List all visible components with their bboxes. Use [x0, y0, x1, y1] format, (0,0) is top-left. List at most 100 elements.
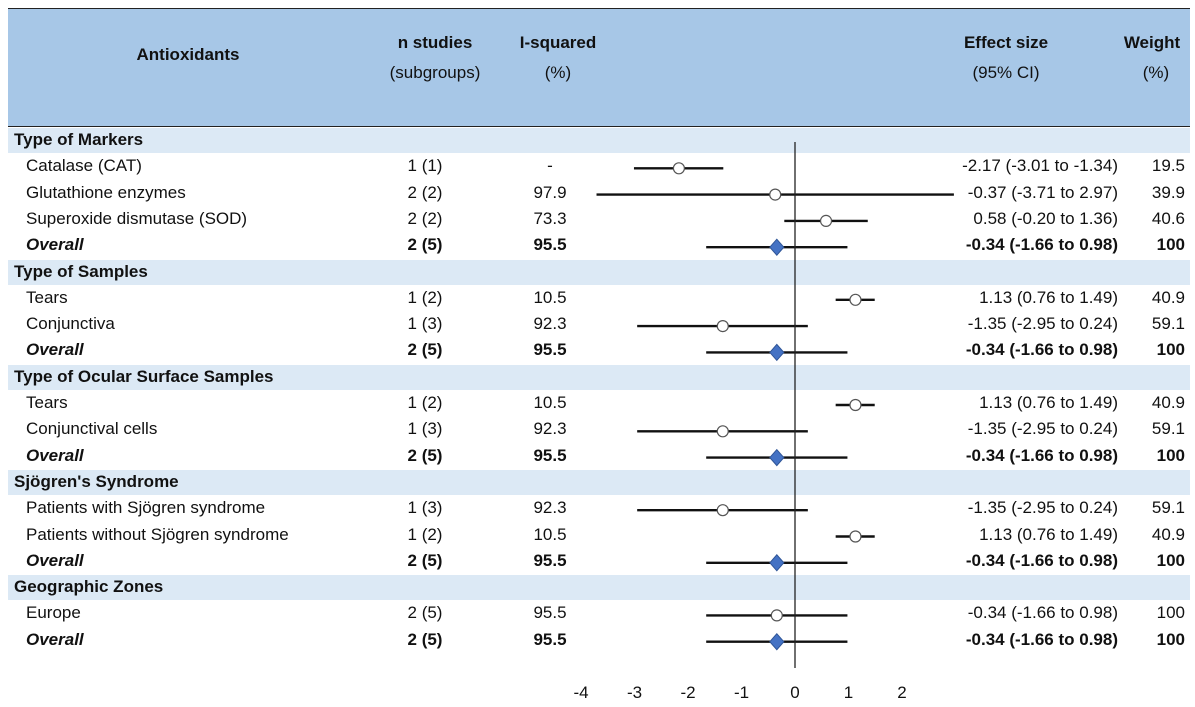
header-subgroups: (subgroups) — [389, 63, 481, 82]
x-tick-label: 1 — [843, 683, 854, 702]
effect-size-value: 1.13 (0.76 to 1.49) — [979, 524, 1118, 544]
n-studies-value: 2 (2) — [407, 182, 443, 202]
n-studies-value: 1 (1) — [407, 156, 443, 176]
effect-size-value: -2.17 (-3.01 to -1.34) — [962, 156, 1118, 176]
point-estimate — [716, 320, 729, 333]
i-squared-value: 10.5 — [533, 287, 567, 307]
header-weight-unit: (%) — [1142, 63, 1170, 82]
effect-size-value: -0.34 (-1.66 to 0.98) — [965, 629, 1118, 649]
row-label: Patients without Sjögren syndrome — [26, 524, 289, 544]
weight-value: 19.5 — [1151, 156, 1185, 176]
row-label: Conjunctiva — [26, 314, 115, 334]
i-squared-value: 73.3 — [533, 208, 567, 228]
i-squared-value: 95.5 — [533, 550, 567, 570]
i-squared-value: 95.5 — [533, 629, 567, 649]
weight-value: 100 — [1156, 550, 1185, 570]
header-n-studies: n studies — [397, 33, 473, 52]
i-squared-value: 92.3 — [533, 314, 567, 334]
point-estimate — [716, 425, 729, 438]
weight-value: 40.6 — [1151, 208, 1185, 228]
weight-value: 40.9 — [1151, 287, 1185, 307]
weight-value: 39.9 — [1151, 182, 1185, 202]
n-studies-value: 2 (5) — [407, 603, 443, 623]
weight-value: 40.9 — [1151, 524, 1185, 544]
effect-size-value: 1.13 (0.76 to 1.49) — [979, 287, 1118, 307]
overall-diamond — [769, 343, 785, 362]
row-label: Catalase (CAT) — [26, 156, 142, 176]
weight-value: 59.1 — [1151, 419, 1185, 439]
x-tick-label: -1 — [733, 683, 750, 702]
section-header-bg — [8, 259, 1190, 285]
x-tick-label: -3 — [626, 683, 643, 702]
row-label: Tears — [26, 393, 68, 412]
n-studies-value: 2 (5) — [407, 445, 443, 465]
row-label: Patients with Sjögren syndrome — [26, 498, 266, 518]
overall-label: Overall — [26, 340, 84, 360]
section-header-bg — [8, 364, 1190, 390]
effect-size-value: 0.58 (-0.20 to 1.36) — [973, 208, 1118, 228]
header-effect-size: Effect size — [963, 33, 1049, 52]
x-tick-label: -4 — [573, 683, 589, 702]
table-header: Antioxidants n studies (subgroups) I-squ… — [8, 8, 1190, 127]
section-header-bg — [8, 469, 1190, 495]
point-estimate — [849, 530, 862, 543]
weight-value: 59.1 — [1151, 498, 1185, 518]
x-tick-label: 2 — [897, 683, 907, 702]
point-estimate — [849, 293, 862, 306]
i-squared-value: 10.5 — [533, 393, 567, 412]
n-studies-value: 2 (5) — [407, 629, 443, 649]
point-estimate — [849, 398, 862, 412]
n-studies-value: 1 (2) — [407, 287, 443, 307]
header-i-squared: I-squared — [519, 33, 597, 52]
effect-size-value: -0.34 (-1.66 to 0.98) — [965, 340, 1118, 360]
effect-size-value: -1.35 (-2.95 to 0.24) — [967, 314, 1118, 334]
effect-size-value: -0.34 (-1.66 to 0.98) — [967, 603, 1118, 623]
n-studies-value: 2 (2) — [407, 208, 443, 228]
n-studies-value: 1 (2) — [407, 524, 443, 544]
section-title: Type of Samples — [14, 261, 148, 281]
weight-value: 40.9 — [1151, 393, 1185, 412]
n-studies-value: 2 (5) — [407, 235, 443, 255]
point-estimate — [770, 609, 783, 622]
effect-size-value: -0.34 (-1.66 to 0.98) — [965, 445, 1118, 465]
point-estimate — [716, 504, 729, 517]
effect-size-value: -0.34 (-1.66 to 0.98) — [965, 235, 1118, 255]
row-label: Glutathione enzymes — [26, 182, 186, 202]
row-label: Europe — [26, 603, 81, 623]
overall-label: Overall — [26, 445, 84, 465]
overall-label: Overall — [26, 550, 84, 570]
point-estimate — [819, 214, 833, 227]
header-i-squared-unit: (%) — [544, 63, 572, 82]
section-header-bg — [8, 575, 1190, 601]
effect-size-value: -0.34 (-1.66 to 0.98) — [965, 550, 1118, 570]
overall-diamond — [769, 554, 785, 572]
section-title: Type of Ocular Surface Samples — [14, 366, 274, 386]
effect-size-value: -1.35 (-2.95 to 0.24) — [967, 498, 1118, 518]
weight-value: 100 — [1156, 235, 1185, 255]
effect-size-value: -0.37 (-3.71 to 2.97) — [967, 182, 1118, 202]
n-studies-value: 2 (5) — [407, 550, 443, 570]
effect-size-value: 1.13 (0.76 to 1.49) — [979, 393, 1118, 412]
i-squared-value: 97.9 — [533, 182, 567, 202]
weight-value: 100 — [1156, 445, 1185, 465]
i-squared-value: 95.5 — [533, 235, 567, 255]
section-title: Type of Markers — [14, 130, 144, 149]
header-antioxidants: Antioxidants — [136, 45, 240, 64]
i-squared-value: 10.5 — [533, 524, 567, 544]
overall-diamond — [769, 632, 785, 651]
i-squared-value: 95.5 — [533, 340, 567, 360]
x-tick-label: 0 — [790, 683, 800, 702]
point-estimate — [672, 162, 686, 175]
row-label: Superoxide dismutase (SOD) — [26, 208, 248, 228]
overall-label: Overall — [26, 235, 84, 255]
header-weight: Weight — [1123, 33, 1181, 52]
x-tick-label: -2 — [680, 683, 696, 702]
i-squared-value: 92.3 — [533, 498, 567, 518]
overall-diamond — [769, 448, 785, 467]
section-title: Geographic Zones — [14, 577, 164, 597]
weight-value: 100 — [1156, 603, 1185, 623]
overall-diamond — [769, 238, 785, 256]
section-header-bg — [8, 128, 1190, 153]
weight-value: 100 — [1156, 340, 1185, 360]
